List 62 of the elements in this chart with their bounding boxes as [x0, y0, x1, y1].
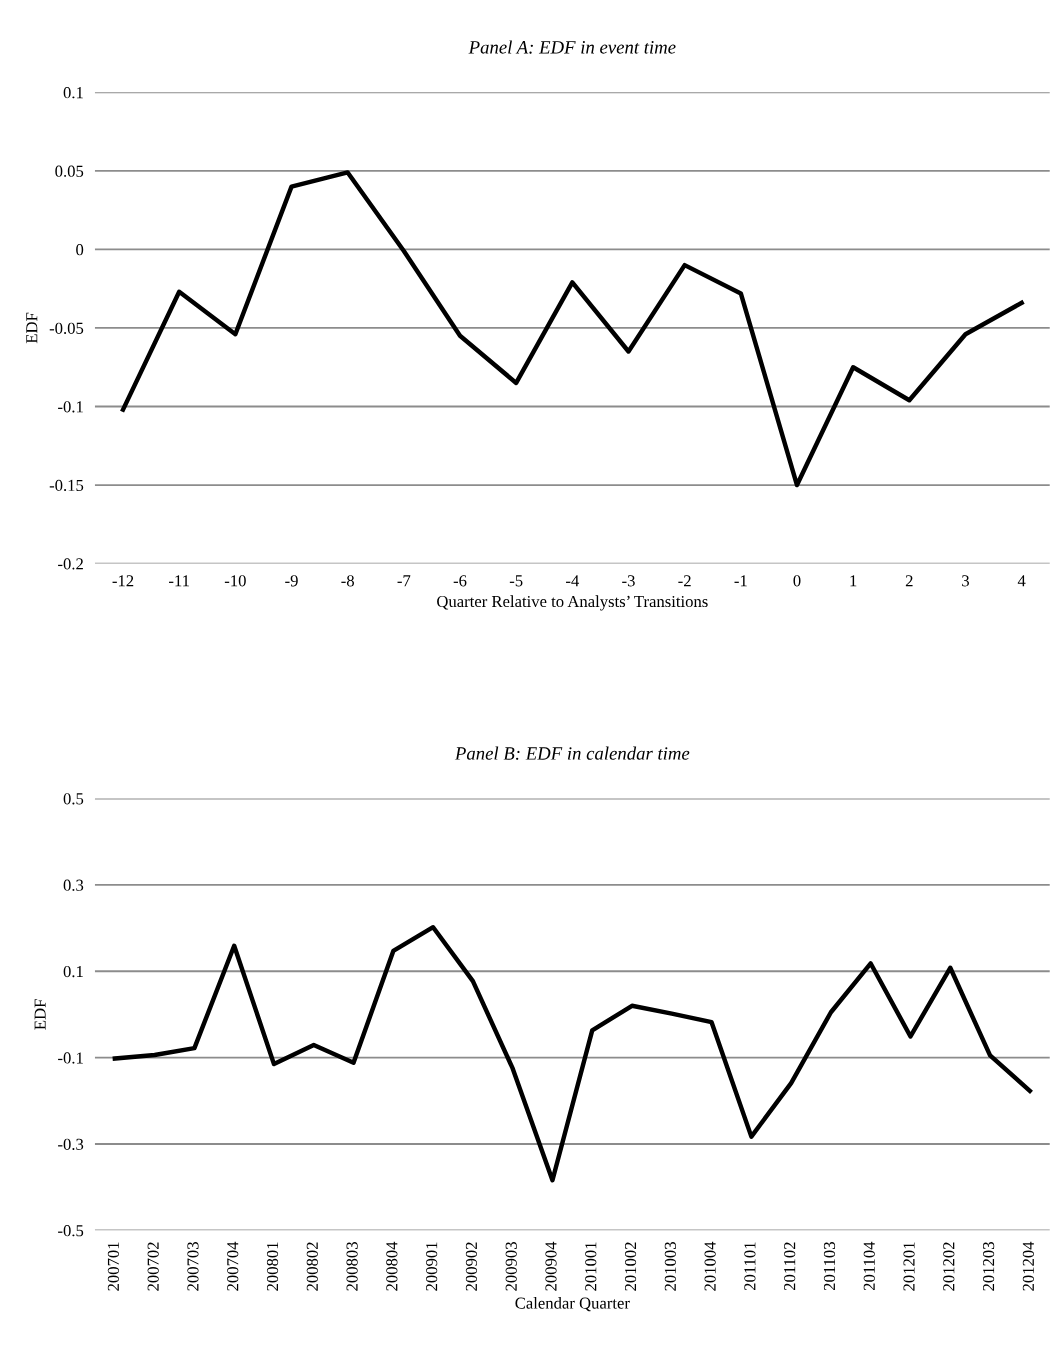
y-tick-label: 0.1 [63, 87, 83, 99]
x-tick-label: 0 [793, 575, 801, 587]
chart-title: Panel B: EDF in calendar time [454, 746, 690, 760]
y-axis-title: EDF [34, 999, 46, 1030]
x-tick-label: 201003 [664, 1242, 676, 1291]
x-tick-label: -12 [112, 575, 134, 587]
x-tick-label: 3 [962, 575, 969, 587]
y-tick-label: 0.5 [63, 793, 84, 805]
x-tick-label: 200904 [545, 1241, 557, 1291]
x-tick-label: -5 [509, 575, 523, 587]
line-series [112, 924, 1033, 1183]
y-tick-label: -0.1 [58, 401, 83, 413]
x-axis-title: Calendar Quarter [515, 1297, 630, 1312]
x-tick-label: 1 [850, 575, 857, 587]
x-tick-label: 200901 [426, 1242, 438, 1291]
x-tick-label: -11 [169, 575, 189, 587]
x-tick-label: -8 [341, 575, 354, 587]
x-tick-label: 200703 [187, 1242, 199, 1291]
x-tick-label: -1 [734, 575, 747, 587]
x-tick-label: 200902 [465, 1242, 478, 1291]
chart-title: Panel A: EDF in event time [468, 40, 676, 54]
x-tick-label: -3 [622, 575, 635, 587]
x-tick-label: 200801 [266, 1242, 279, 1291]
y-tick-label: -0.05 [49, 322, 84, 334]
y-tick-label: -0.3 [58, 1138, 84, 1150]
y-tick-label: 0 [76, 244, 84, 256]
x-tick-label: 201002 [624, 1242, 637, 1291]
x-tick-label: 200903 [505, 1242, 517, 1291]
x-tick-label: -10 [224, 575, 246, 587]
line-series [120, 170, 1024, 488]
x-tick-label: -4 [566, 575, 580, 587]
x-tick-label: 201001 [585, 1242, 597, 1291]
x-tick-label: 2 [905, 575, 913, 587]
y-tick-label: 0.05 [55, 165, 84, 177]
x-tick-label: 201004 [704, 1241, 716, 1291]
x-tick-label: 200704 [227, 1241, 239, 1291]
y-tick-label: -0.15 [49, 479, 84, 492]
y-tick-label: -0.5 [58, 1225, 84, 1237]
x-tick-label: -9 [285, 575, 298, 587]
x-tick-label: 201104 [863, 1241, 875, 1291]
x-tick-label: 200702 [147, 1242, 159, 1291]
x-tick-label: -6 [453, 575, 467, 587]
x-tick-label: 200803 [346, 1242, 358, 1291]
y-tick-label: -0.1 [58, 1052, 83, 1064]
x-tick-label: 4 [1017, 575, 1026, 587]
x-tick-label: 201102 [784, 1242, 796, 1291]
x-tick-label: 201202 [943, 1242, 955, 1291]
x-tick-label: 201201 [903, 1242, 915, 1291]
x-tick-label: -2 [678, 575, 691, 587]
x-axis-title: Quarter Relative to Analysts’ Transitions [437, 595, 708, 611]
x-tick-label: 200804 [386, 1241, 398, 1291]
x-tick-label: 201203 [982, 1242, 995, 1291]
y-tick-label: -0.2 [58, 558, 83, 570]
y-tick-label: 0.1 [63, 965, 83, 978]
x-tick-label: -7 [397, 575, 411, 587]
x-tick-label: 201204 [1022, 1241, 1035, 1291]
y-tick-label: 0.3 [63, 879, 84, 891]
x-tick-label: 201103 [823, 1242, 836, 1291]
x-tick-label: 200701 [107, 1242, 120, 1291]
x-tick-label: 201101 [744, 1242, 756, 1291]
y-axis-title: EDF [26, 312, 38, 344]
x-tick-label: 200802 [306, 1242, 318, 1291]
